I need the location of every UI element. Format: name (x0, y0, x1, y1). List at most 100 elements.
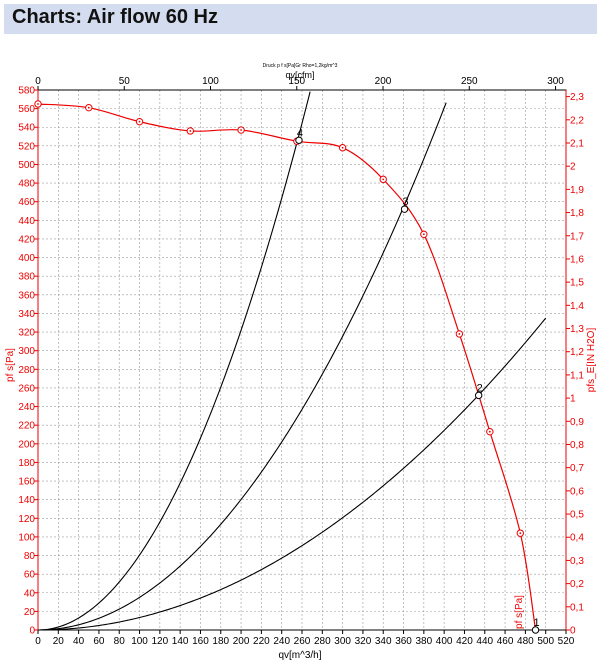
data-point-center (422, 233, 425, 236)
y-tick-label: 60 (24, 570, 36, 581)
y-tick-label: 280 (18, 365, 35, 376)
section-header: Charts: Air flow 60 Hz (4, 4, 597, 34)
y-tick-label: 580 (18, 86, 35, 97)
operating-point (295, 136, 303, 144)
y2-tick-label: 1,4 (570, 301, 584, 312)
y-tick-label: 500 (18, 160, 35, 171)
operating-point-label: 4 (297, 127, 303, 139)
data-point-center (341, 146, 344, 149)
y-tick-label: 300 (18, 346, 35, 357)
y2-tick-label: 1,2 (570, 347, 584, 358)
x-tick-label: 160 (192, 636, 209, 647)
y2-tick-label: 1,9 (570, 185, 584, 196)
x2-tick-label: 0 (35, 76, 41, 87)
operating-point-label: 3 (402, 196, 408, 208)
operating-point (400, 205, 409, 213)
x-axis-label: qv[m^3/h] (278, 650, 321, 661)
y2-tick-label: 1,1 (570, 370, 584, 381)
y-tick-label: 400 (18, 253, 35, 264)
y2-tick-label: 2 (570, 162, 576, 173)
x2-axis-label: qv[cfm] (285, 70, 314, 80)
x-tick-label: 380 (416, 636, 433, 647)
x-tick-label: 460 (497, 636, 514, 647)
y2-tick-label: 0,3 (570, 556, 584, 567)
y-tick-label: 240 (18, 402, 35, 413)
x-tick-label: 20 (53, 636, 65, 647)
y2-tick-label: 1,3 (570, 324, 584, 335)
y2-tick-label: 0 (570, 626, 576, 637)
x-tick-label: 60 (93, 636, 105, 647)
y-tick-label: 80 (24, 551, 36, 562)
operating-point (474, 391, 483, 400)
x-tick-label: 400 (436, 636, 453, 647)
data-point-center (382, 178, 385, 181)
y2-tick-label: 2,2 (570, 115, 584, 126)
operating-point-label: 1 (533, 617, 539, 629)
x-tick-label: 480 (517, 636, 534, 647)
x2-tick-label: 200 (375, 76, 392, 87)
curve-label: pf s[Pa] (514, 595, 525, 629)
x-tick-label: 420 (456, 636, 473, 647)
y2-tick-label: 1,8 (570, 208, 584, 219)
x-tick-label: 280 (314, 636, 331, 647)
y2-tick-label: 0,7 (570, 463, 584, 474)
data-point-center (189, 130, 192, 132)
x2-tick-label: 250 (461, 76, 478, 87)
y-tick-label: 340 (18, 309, 35, 320)
y-tick-label: 380 (18, 272, 35, 283)
x-tick-label: 260 (294, 636, 311, 647)
x2-tick-label: 150 (288, 76, 305, 87)
data-point-center (519, 532, 522, 535)
x-tick-label: 140 (172, 636, 189, 647)
x2-tick-label: 100 (202, 76, 219, 87)
y-tick-label: 360 (18, 290, 35, 301)
data-point-center (138, 120, 141, 123)
x-tick-label: 340 (375, 636, 392, 647)
x-tick-label: 180 (212, 636, 229, 647)
x-tick-label: 120 (152, 636, 169, 647)
y2-tick-label: 0,5 (570, 510, 584, 521)
y2-tick-label: 1,5 (570, 278, 584, 289)
y-tick-label: 200 (18, 439, 35, 450)
y-tick-label: 420 (18, 234, 35, 245)
y-tick-label: 180 (18, 458, 35, 469)
operating-point-label: 2 (477, 382, 483, 394)
system-curve (37, 91, 311, 631)
y2-axis-label: pfs_E[IN H2O] (586, 328, 597, 393)
y-tick-label: 220 (18, 421, 35, 432)
data-point-center (488, 430, 491, 433)
data-point-center (87, 106, 90, 109)
fan-curve (37, 103, 537, 631)
x-tick-label: 0 (35, 636, 41, 647)
data-point-center (458, 333, 461, 335)
x-tick-label: 300 (334, 636, 351, 647)
y2-tick-label: 1,7 (570, 231, 584, 242)
x-tick-label: 200 (233, 636, 250, 647)
x-tick-label: 500 (537, 636, 554, 647)
y-tick-label: 560 (18, 104, 35, 115)
y-tick-label: 460 (18, 197, 35, 208)
x-tick-label: 520 (558, 636, 575, 647)
y2-tick-label: 0,2 (570, 579, 584, 590)
y-tick-label: 520 (18, 141, 35, 152)
x-tick-label: 320 (355, 636, 372, 647)
y2-tick-label: 2,3 (570, 92, 584, 103)
y-tick-label: 20 (24, 607, 36, 618)
y-tick-label: 260 (18, 383, 35, 394)
y-axis-label: pf s[Pa] (5, 348, 16, 382)
operating-point (531, 626, 540, 634)
x2-tick-label: 300 (547, 76, 564, 87)
y2-tick-label: 0,6 (570, 486, 584, 497)
y-tick-label: 160 (18, 477, 35, 488)
chart-title: Druck p f s[Pa]Gr Rho=1,2kg/m^3 (263, 63, 338, 69)
x-tick-label: 440 (476, 636, 493, 647)
x-tick-label: 100 (131, 636, 148, 647)
x-tick-label: 240 (273, 636, 290, 647)
y-tick-label: 440 (18, 216, 35, 227)
x-tick-label: 360 (395, 636, 412, 647)
y2-tick-label: 0,8 (570, 440, 584, 451)
section-title: Charts: Air flow 60 Hz (12, 6, 218, 28)
y2-tick-label: 0,4 (570, 533, 584, 544)
y2-tick-label: 2,1 (570, 138, 584, 149)
